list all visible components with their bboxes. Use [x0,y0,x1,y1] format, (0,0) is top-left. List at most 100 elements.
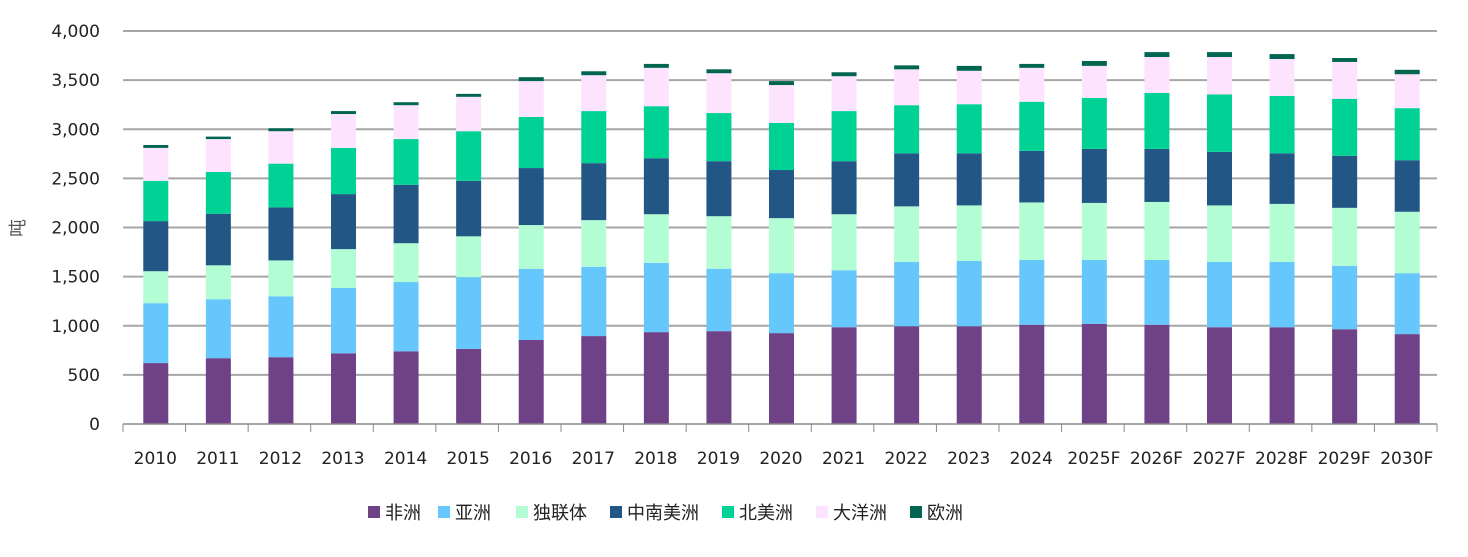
x-tick-label: 2016 [509,449,552,469]
bar-segment [956,65,982,71]
y-tick-label: 0 [89,415,100,435]
bar-segment [581,220,607,267]
legend-swatch [816,506,828,518]
y-tick-label: 2,500 [51,169,100,189]
bar-segment [143,363,169,424]
x-tick-label: 2019 [697,449,740,469]
bar-segment [456,93,482,97]
bar-segment [268,131,294,164]
legend-item: 欧洲 [910,503,963,524]
bar-segment [268,207,294,261]
x-tick-label: 2018 [634,449,677,469]
bar-segment [894,153,920,207]
x-tick-label: 2013 [321,449,364,469]
bar-segment [205,299,231,359]
bar-segment [894,69,920,106]
legend-item: 中南美洲 [610,503,699,524]
bar-segment [1394,74,1420,109]
x-axis-tick-labels: 2010 2011 2012 2013 2014 2015 2016 2017 2018 2019… [134,449,1434,469]
bar-segment [393,105,419,140]
bar-segment [518,168,544,226]
bar-segment [331,147,356,195]
bar-segment [1269,95,1295,154]
bar-segment [331,287,356,354]
x-tick-label: 2030F [1380,449,1433,469]
bar-segment [769,273,794,334]
bar-segment [205,358,231,424]
bar-segment [1269,327,1295,424]
bar-segment [1269,203,1295,262]
x-tick-label: 2027F [1192,449,1245,469]
y-tick-label: 500 [68,366,100,386]
bar-segment [268,128,294,132]
bar-segment [1394,160,1420,212]
bar-segment [1332,98,1358,156]
bar-segment [894,65,920,70]
y-tick-label: 3,500 [51,71,100,91]
bar-segment [956,153,982,206]
bar-segment [1269,54,1295,60]
bar-segment [1081,97,1107,149]
bar-segment [1332,329,1358,424]
bar-segment [331,194,356,250]
bar-segment [894,105,920,154]
bar-segment [831,214,857,271]
bar-segment [769,333,794,424]
legend-swatch [516,506,528,518]
bar-segment [1081,323,1107,424]
bar-segment [643,262,669,333]
bar-segment [1394,334,1420,424]
bar-segment [1394,273,1420,335]
legend-swatch [610,506,622,518]
legend-label: 中南美洲 [627,503,699,524]
legend-item: 独联体 [516,503,587,524]
legend-swatch [368,506,380,518]
bar-segment [518,77,544,82]
bar-segment [1332,61,1358,99]
bar-segment [894,261,920,327]
bar-segment [1207,151,1232,206]
bar-segment [393,139,419,185]
bar-segment [143,180,169,222]
bar-segment [1081,202,1107,260]
bar-segment [393,243,419,283]
bar-segment [1144,148,1170,202]
bar-segment [1019,67,1045,102]
legend-swatch [438,506,450,518]
x-tick-label: 2026F [1130,449,1183,469]
legend-label: 大洋洲 [833,503,887,524]
y-tick-label: 1,000 [51,317,100,337]
legend-label: 非洲 [385,503,421,524]
bar-segment [268,296,294,358]
bar-segment [831,72,857,77]
bar-segment [456,348,482,424]
bar-segment [894,326,920,424]
bar-segment [518,225,544,269]
legend-label: 欧洲 [927,503,963,524]
y-axis-tick-labels: 0 500 1,000 1,500 2,000 2,500 3,000 3,500 4,000 [51,22,100,435]
legend-swatch [910,506,922,518]
bar-segment [1019,150,1045,203]
bar-segment [956,260,982,327]
x-tick-label: 2010 [134,449,177,469]
x-tick-label: 2014 [384,449,427,469]
bar-segment [268,357,294,424]
bar-segment [1019,324,1045,424]
bar-segment [643,67,669,107]
bar-segment [581,71,607,76]
bar-segment [643,106,669,159]
bar-segment [643,214,669,263]
bar-segment [456,236,482,278]
x-tick-label: 2015 [447,449,490,469]
bar-segment [393,184,419,244]
y-tick-label: 4,000 [51,22,100,42]
bar-segment [268,163,294,208]
y-tick-label: 1,500 [51,268,100,288]
bar-segment [581,266,607,337]
bar-segment [393,102,419,106]
bar-segment [1207,94,1232,152]
bar-segment [706,161,732,217]
x-tick-label: 2021 [822,449,865,469]
bar-segment [1269,59,1295,96]
